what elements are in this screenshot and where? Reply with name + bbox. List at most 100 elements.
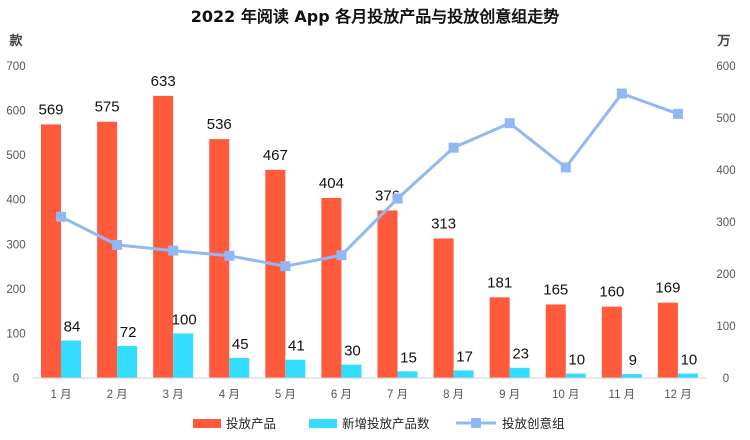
data-label-投放产品: 169 xyxy=(655,280,680,297)
bar-新增投放产品数 xyxy=(341,364,362,378)
data-label-新增投放产品数: 17 xyxy=(456,348,473,365)
point-投放创意组 xyxy=(168,245,179,256)
bar-投放产品 xyxy=(97,121,118,378)
point-投放创意组 xyxy=(616,88,627,99)
data-label-新增投放产品数: 72 xyxy=(120,324,137,341)
right-axis-tick: 600 xyxy=(716,61,735,73)
data-label-投放产品: 467 xyxy=(263,147,288,164)
left-axis-tick: 300 xyxy=(6,239,25,251)
left-axis-ticks: 0 100 200 300 400 500 600 700 xyxy=(6,61,25,385)
data-label-新增投放产品数: 23 xyxy=(512,346,529,363)
left-axis-tick: 0 xyxy=(13,373,19,385)
legend-marker-投放创意组 xyxy=(471,418,481,428)
right-axis-tick: 0 xyxy=(723,373,729,385)
bar-新增投放产品数 xyxy=(621,373,642,378)
bar-投放产品 xyxy=(153,95,174,378)
data-label-投放产品: 165 xyxy=(543,281,568,298)
data-label-投放产品: 313 xyxy=(431,215,456,232)
left-axis-tick: 500 xyxy=(6,150,25,162)
bar-投放产品 xyxy=(433,238,454,378)
point-投放创意组 xyxy=(504,118,515,129)
bar-新增投放产品数 xyxy=(285,359,306,378)
right-axis-tick: 300 xyxy=(716,217,735,229)
data-label-新增投放产品数: 41 xyxy=(288,338,305,355)
bar-投放产品 xyxy=(209,139,230,378)
x-axis-label: 5 月 xyxy=(275,389,296,401)
right-axis-tick: 400 xyxy=(716,165,735,177)
data-label-新增投放产品数: 45 xyxy=(232,336,249,353)
x-axis-label: 1 月 xyxy=(50,389,71,401)
data-label-新增投放产品数: 100 xyxy=(172,311,197,328)
right-axis-ticks: 0 100 200 300 400 500 600 xyxy=(716,61,735,385)
data-label-投放产品: 181 xyxy=(487,274,512,291)
bar-series: 5698457572633100536454674140430376153131… xyxy=(38,73,698,378)
data-label-新增投放产品数: 10 xyxy=(568,352,585,369)
bar-投放产品 xyxy=(265,169,286,378)
bar-投放产品 xyxy=(601,306,622,378)
bar-新增投放产品数 xyxy=(61,340,81,378)
data-label-新增投放产品数: 15 xyxy=(400,349,417,366)
data-label-投放产品: 536 xyxy=(207,116,232,133)
x-axis-label: 3 月 xyxy=(163,389,184,401)
point-投放创意组 xyxy=(448,142,459,153)
bar-投放产品 xyxy=(489,297,510,378)
data-label-投放产品: 633 xyxy=(151,73,176,90)
x-axis-label: 10 月 xyxy=(552,389,580,401)
left-axis-tick: 600 xyxy=(6,106,25,118)
point-投放创意组 xyxy=(224,250,235,261)
right-axis-tick: 100 xyxy=(716,321,735,333)
data-label-新增投放产品数: 30 xyxy=(344,343,361,360)
left-axis-tick: 400 xyxy=(6,195,25,207)
x-axis-label: 4 月 xyxy=(219,389,240,401)
bar-新增投放产品数 xyxy=(117,345,138,378)
bar-新增投放产品数 xyxy=(677,373,698,378)
data-label-新增投放产品数: 10 xyxy=(681,352,698,369)
chart-title: 2022 年阅读 App 各月投放产品与投放创意组走势 xyxy=(191,7,560,26)
data-label-新增投放产品数: 84 xyxy=(64,319,81,336)
bar-新增投放产品数 xyxy=(453,370,474,378)
legend-label-投放产品: 投放产品 xyxy=(226,416,276,431)
point-投放创意组 xyxy=(560,162,571,173)
data-label-新增投放产品数: 9 xyxy=(629,352,637,369)
point-投放创意组 xyxy=(112,239,123,250)
right-axis-tick: 200 xyxy=(716,269,735,281)
bar-投放产品 xyxy=(321,197,342,378)
x-axis-label: 2 月 xyxy=(107,389,128,401)
right-axis-tick: 500 xyxy=(716,113,735,125)
legend-swatch-新增投放产品数 xyxy=(309,419,337,428)
legend-swatch-投放产品 xyxy=(193,419,221,428)
bar-新增投放产品数 xyxy=(229,357,250,378)
x-axis-label: 6 月 xyxy=(331,389,352,401)
bar-投放产品 xyxy=(545,304,566,378)
line-投放创意组 xyxy=(60,92,679,268)
x-axis-label: 7 月 xyxy=(387,389,408,401)
data-label-投放产品: 404 xyxy=(319,175,344,192)
point-投放创意组 xyxy=(56,211,67,222)
right-axis-unit: 万 xyxy=(716,34,730,49)
line-series xyxy=(56,88,683,272)
data-label-投放产品: 160 xyxy=(599,284,624,301)
point-投放创意组 xyxy=(336,250,347,261)
x-axis-labels: 1 月 2 月 3 月 4 月 5 月 6 月 7 月 8 月 9 月 10 月 11 月 12 月 xyxy=(50,389,691,401)
data-label-投放产品: 569 xyxy=(38,101,63,118)
left-axis-unit: 款 xyxy=(9,33,23,49)
x-axis-label: 11 月 xyxy=(609,389,636,401)
point-投放创意组 xyxy=(280,261,291,272)
legend-label-新增投放产品数: 新增投放产品数 xyxy=(342,416,430,431)
bar-投放产品 xyxy=(377,210,398,378)
bar-新增投放产品数 xyxy=(173,333,194,378)
bar-投放产品 xyxy=(41,124,61,378)
bar-投放产品 xyxy=(657,302,678,378)
left-axis-tick: 700 xyxy=(6,61,25,73)
x-axis-label: 8 月 xyxy=(443,389,464,401)
bar-新增投放产品数 xyxy=(565,373,586,378)
legend: 投放产品 新增投放产品数 投放创意组 xyxy=(193,416,565,431)
bar-新增投放产品数 xyxy=(509,367,530,378)
data-label-投放产品: 575 xyxy=(95,99,120,116)
left-axis-tick: 200 xyxy=(6,284,25,296)
x-axis-label: 12 月 xyxy=(664,389,692,401)
x-axis-label: 9 月 xyxy=(499,389,520,401)
left-axis-tick: 100 xyxy=(6,328,25,340)
point-投放创意组 xyxy=(392,193,403,204)
